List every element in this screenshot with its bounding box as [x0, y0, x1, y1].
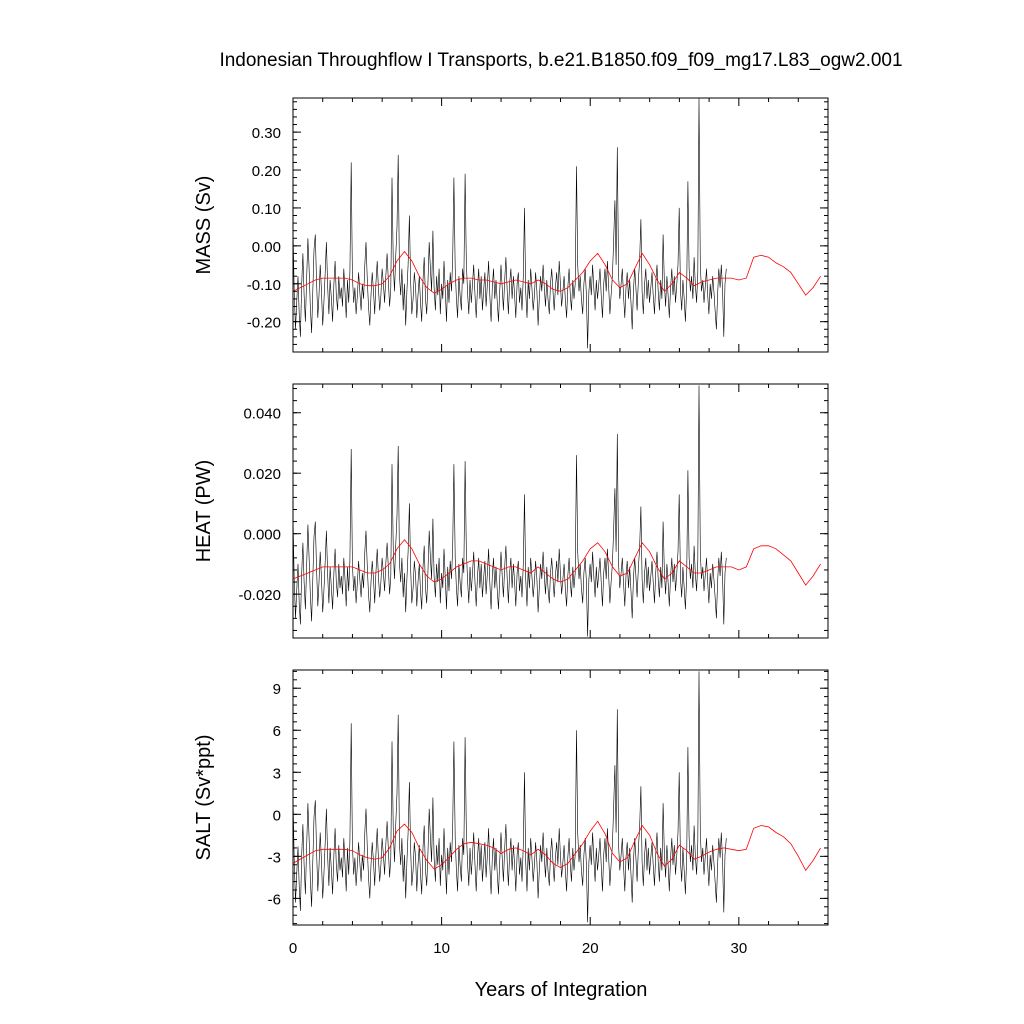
series-line-raw — [292, 385, 727, 637]
x-tick-label: 30 — [730, 940, 747, 957]
panel-1: -0.20 -0.10 0.00 0.10 0.20 0.30 MASS (Sv) — [193, 97, 829, 353]
chart-panels: -0.20 -0.10 0.00 0.10 0.20 0.30 MASS (Sv) -0.02… — [193, 97, 829, 957]
y-tick-label: 9 — [273, 681, 281, 698]
y-tick-label: 0.040 — [243, 406, 281, 423]
y-tick-label: -3 — [268, 849, 281, 866]
chart-title: Indonesian Throughflow I Transports, b.e… — [219, 50, 902, 71]
x-tick-label: 0 — [289, 940, 297, 957]
y-tick-label: 0.00 — [252, 239, 281, 256]
plot-frame — [292, 97, 829, 353]
panel-2: -0.020 0.000 0.020 0.040 HEAT (PW) — [193, 383, 829, 639]
y-tick-label: -0.20 — [247, 315, 281, 332]
y-tick-label: -0.10 — [247, 277, 281, 294]
panel-3: -6 -3 0 3 6 9 0 10 20 30 SALT (Sv*ppt) — [193, 669, 829, 957]
series-line-raw — [292, 97, 727, 349]
series-line-smoothed — [292, 539, 821, 586]
y-tick-label: -0.020 — [238, 587, 281, 604]
y-tick-label: 0.20 — [252, 163, 281, 180]
x-axis-label: Years of Integration — [475, 979, 648, 1001]
y-axis-label: SALT (Sv*ppt) — [193, 735, 215, 861]
x-tick-label: 20 — [582, 940, 599, 957]
plot-frame — [292, 383, 829, 639]
series-line-smoothed — [292, 820, 821, 872]
y-tick-label: 0.30 — [252, 125, 281, 142]
y-tick-label: 0.10 — [252, 201, 281, 218]
series-line-smoothed — [292, 250, 821, 296]
y-axis-label: HEAT (PW) — [193, 460, 215, 563]
y-tick-label: 6 — [273, 723, 281, 740]
y-tick-label: 3 — [273, 765, 281, 782]
y-tick-label: 0.020 — [243, 466, 281, 483]
x-tick-label: 10 — [433, 940, 450, 957]
y-tick-label: -6 — [268, 891, 281, 908]
plot-frame — [292, 669, 829, 926]
series-line-raw — [292, 671, 727, 923]
y-tick-label: 0.000 — [243, 527, 281, 544]
y-axis-label: MASS (Sv) — [193, 176, 215, 275]
y-tick-label: 0 — [273, 807, 281, 824]
